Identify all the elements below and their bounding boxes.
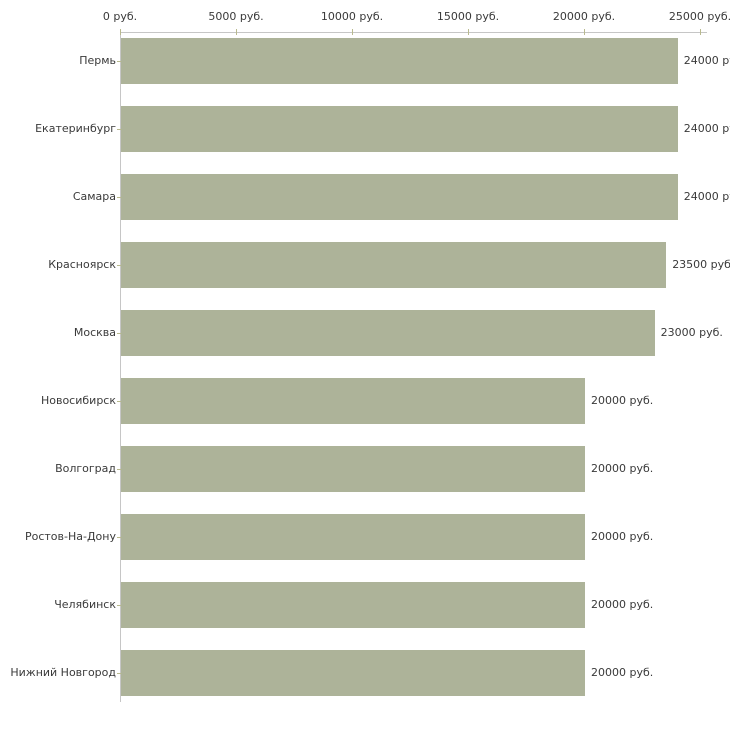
x-axis-tick-label: 25000 руб. bbox=[668, 10, 730, 23]
bar bbox=[121, 514, 585, 560]
value-label: 20000 руб. bbox=[591, 598, 654, 611]
bar bbox=[121, 446, 585, 492]
x-axis-tick-label: 10000 руб. bbox=[320, 10, 384, 23]
bar bbox=[121, 38, 678, 84]
y-axis-tick-mark bbox=[117, 469, 124, 470]
category-label: Красноярск bbox=[48, 258, 116, 271]
value-label: 20000 руб. bbox=[591, 462, 654, 475]
value-label: 20000 руб. bbox=[591, 530, 654, 543]
y-axis-tick-mark bbox=[117, 197, 124, 198]
x-axis-tick-mark bbox=[236, 29, 237, 35]
y-axis-tick-mark bbox=[117, 605, 124, 606]
x-axis-tick-label: 20000 руб. bbox=[552, 10, 616, 23]
y-axis-tick-mark bbox=[117, 129, 124, 130]
x-axis-tick-label: 0 руб. bbox=[102, 10, 138, 23]
x-axis-tick-mark bbox=[468, 29, 469, 35]
bar bbox=[121, 650, 585, 696]
value-label: 24000 руб. bbox=[683, 190, 730, 203]
y-axis-tick-mark bbox=[117, 537, 124, 538]
x-axis-tick-mark bbox=[700, 29, 701, 35]
category-label: Самара bbox=[72, 190, 116, 203]
category-label: Екатеринбург bbox=[35, 122, 116, 135]
bar bbox=[121, 310, 655, 356]
category-label: Ростов-На-Дону bbox=[24, 530, 116, 543]
category-label: Челябинск bbox=[54, 598, 116, 611]
category-label: Москва bbox=[73, 326, 116, 339]
y-axis-tick-mark bbox=[117, 61, 124, 62]
y-axis-tick-mark bbox=[117, 333, 124, 334]
bar bbox=[121, 174, 678, 220]
y-axis-tick-mark bbox=[117, 401, 124, 402]
category-label: Волгоград bbox=[55, 462, 116, 475]
y-axis-tick-mark bbox=[117, 673, 124, 674]
x-axis-line bbox=[120, 32, 707, 33]
bar bbox=[121, 106, 678, 152]
y-axis-line bbox=[120, 32, 121, 702]
value-label: 23000 руб. bbox=[660, 326, 723, 339]
value-label: 24000 руб. bbox=[683, 122, 730, 135]
x-axis-tick-mark bbox=[352, 29, 353, 35]
y-axis-tick-mark bbox=[117, 265, 124, 266]
value-label: 20000 руб. bbox=[591, 666, 654, 679]
x-axis-tick-label: 15000 руб. bbox=[436, 10, 500, 23]
value-label: 23500 руб. bbox=[672, 258, 730, 271]
x-axis-tick-mark bbox=[120, 29, 121, 35]
value-label: 20000 руб. bbox=[591, 394, 654, 407]
x-axis-tick-label: 5000 руб. bbox=[208, 10, 264, 23]
category-label: Новосибирск bbox=[40, 394, 116, 407]
bar bbox=[121, 582, 585, 628]
bar bbox=[121, 242, 667, 288]
value-label: 24000 руб. bbox=[683, 54, 730, 67]
x-axis-tick-mark bbox=[584, 29, 585, 35]
bar bbox=[121, 378, 585, 424]
category-label: Пермь bbox=[79, 54, 116, 67]
category-label: Нижний Новгород bbox=[10, 666, 116, 679]
